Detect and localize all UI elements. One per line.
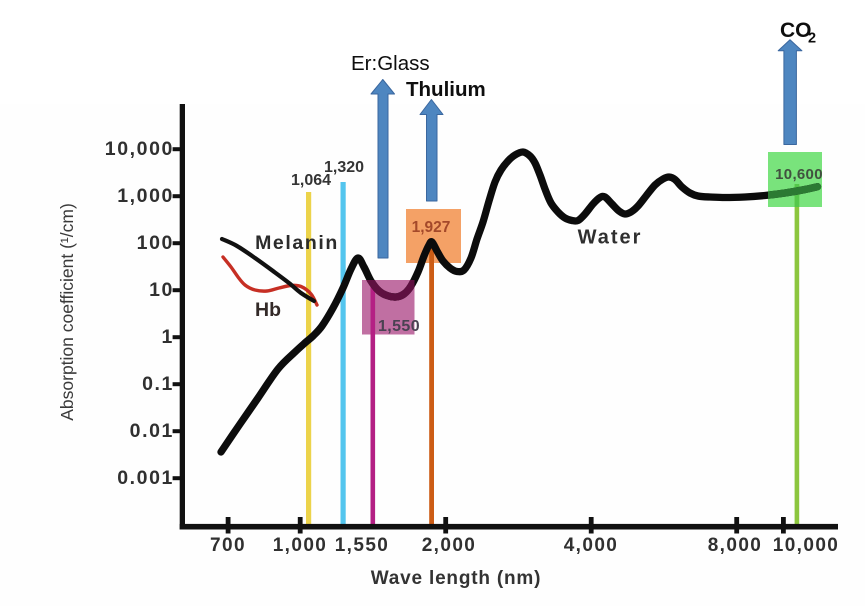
svg-text:10: 10: [149, 279, 174, 301]
svg-text:10,600: 10,600: [775, 166, 823, 183]
svg-text:10,000: 10,000: [773, 535, 840, 556]
svg-text:10,000: 10,000: [105, 138, 174, 160]
svg-text:700: 700: [210, 535, 246, 556]
svg-text:4,000: 4,000: [564, 535, 619, 556]
svg-text:100: 100: [137, 232, 174, 254]
svg-text:1,550: 1,550: [378, 318, 420, 335]
svg-text:Melanin: Melanin: [255, 232, 339, 254]
svg-text:2: 2: [808, 31, 816, 47]
svg-text:1,927: 1,927: [412, 219, 451, 236]
svg-text:0.01: 0.01: [130, 420, 174, 442]
svg-text:Wave length (nm): Wave length (nm): [371, 568, 541, 589]
svg-text:Water: Water: [578, 227, 643, 249]
svg-text:1,320: 1,320: [324, 159, 364, 176]
svg-text:1,550: 1,550: [335, 535, 390, 556]
svg-text:Absorption coefficient (¹/cm): Absorption coefficient (¹/cm): [57, 203, 77, 421]
svg-text:2,000: 2,000: [422, 535, 477, 556]
svg-text:1,000: 1,000: [117, 185, 174, 207]
svg-text:Thulium: Thulium: [406, 78, 486, 101]
svg-text:1,064: 1,064: [291, 172, 331, 189]
svg-text:Er:Glass: Er:Glass: [351, 52, 430, 75]
svg-text:8,000: 8,000: [708, 535, 763, 556]
svg-text:CO: CO: [780, 19, 812, 42]
svg-text:0.1: 0.1: [142, 373, 174, 395]
svg-text:1,000: 1,000: [273, 535, 328, 556]
svg-text:Hb: Hb: [255, 299, 281, 321]
svg-text:1: 1: [162, 326, 174, 348]
svg-text:0.001: 0.001: [117, 467, 174, 489]
